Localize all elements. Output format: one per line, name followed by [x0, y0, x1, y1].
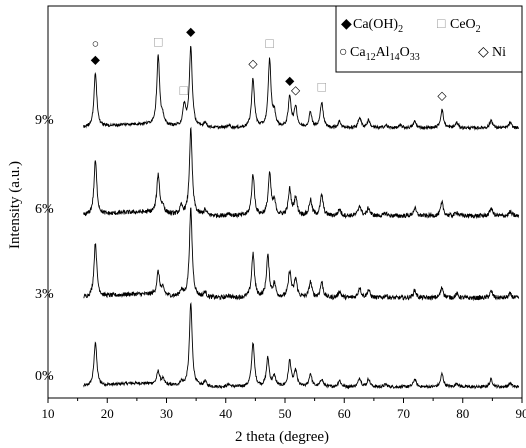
legend-caoh2-symbol: ◆ [341, 17, 352, 32]
x-tick-label: 80 [456, 406, 469, 421]
series-trace-6pct [83, 126, 520, 220]
phase-marker: ◆ [186, 25, 196, 39]
series-label-6pct: 6% [35, 202, 54, 217]
phase-marker: □ [154, 36, 163, 51]
series-trace-9pct [83, 45, 520, 131]
x-axis-title: 2 theta (degree) [235, 429, 329, 445]
phase-markers-group: ◆○ □□◆◇□◆◇ □◇ [91, 25, 448, 103]
x-ticks-group: 10 20 30 40 50 60 70 80 90 [42, 398, 526, 421]
legend-ni-label: Ni [492, 45, 506, 60]
series-label-9pct: 9% [35, 113, 54, 128]
phase-marker: □ [179, 84, 188, 99]
phase-marker: ◇ [291, 83, 301, 97]
legend-mayenite-symbol: ○ [339, 45, 347, 60]
series-trace-0pct [83, 302, 520, 390]
phase-marker: ○ [92, 36, 99, 50]
traces-group [83, 45, 520, 390]
series-label-3pct: 3% [35, 287, 54, 302]
legend-ceo2-label: CeO2 [450, 17, 481, 35]
phase-marker: □ [318, 80, 327, 95]
legend-caoh2-label: Ca(OH)2 [353, 17, 403, 35]
phase-marker: ◆ [285, 73, 295, 87]
series-trace-3pct [83, 207, 520, 302]
legend-ni-symbol: ◇ [478, 45, 489, 60]
phase-marker: ◇ [437, 89, 447, 103]
phase-marker: □ [265, 37, 274, 52]
x-tick-label: 90 [516, 406, 526, 421]
legend-mayenite-label: Ca12Al14O33 [350, 45, 420, 63]
series-labels-group: 0% 3% 6% 9% [35, 113, 54, 384]
series-label-0pct: 0% [35, 369, 54, 384]
legend: ◆ Ca(OH)2 □ CeO2 ○ Ca12Al14O33 ◇ Ni [335, 5, 523, 73]
x-tick-label: 50 [279, 406, 292, 421]
x-tick-label: 30 [160, 406, 173, 421]
x-tick-label: 20 [101, 406, 114, 421]
legend-ceo2-symbol: □ [437, 17, 446, 32]
legend-box [335, 5, 523, 73]
x-tick-label: 60 [338, 406, 351, 421]
phase-marker: ◇ [248, 57, 258, 71]
x-tick-label: 70 [397, 406, 410, 421]
x-tick-label: 10 [42, 406, 55, 421]
y-axis-title: Intensity (a.u.) [7, 161, 23, 249]
phase-marker: ◆ [91, 52, 101, 66]
x-tick-label: 40 [219, 406, 232, 421]
